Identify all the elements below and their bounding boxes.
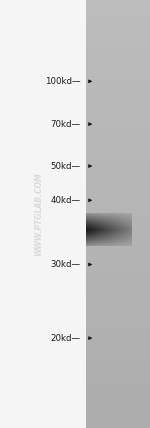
Text: 50kd—: 50kd— — [50, 161, 80, 171]
Text: 40kd—: 40kd— — [50, 196, 80, 205]
Text: WWW.PTGLAB.COM: WWW.PTGLAB.COM — [34, 172, 43, 256]
Text: 70kd—: 70kd— — [50, 119, 80, 129]
Text: 30kd—: 30kd— — [50, 260, 80, 269]
Text: 20kd—: 20kd— — [50, 333, 80, 343]
Bar — [0, 0, 86, 428]
Text: 100kd—: 100kd— — [45, 77, 80, 86]
